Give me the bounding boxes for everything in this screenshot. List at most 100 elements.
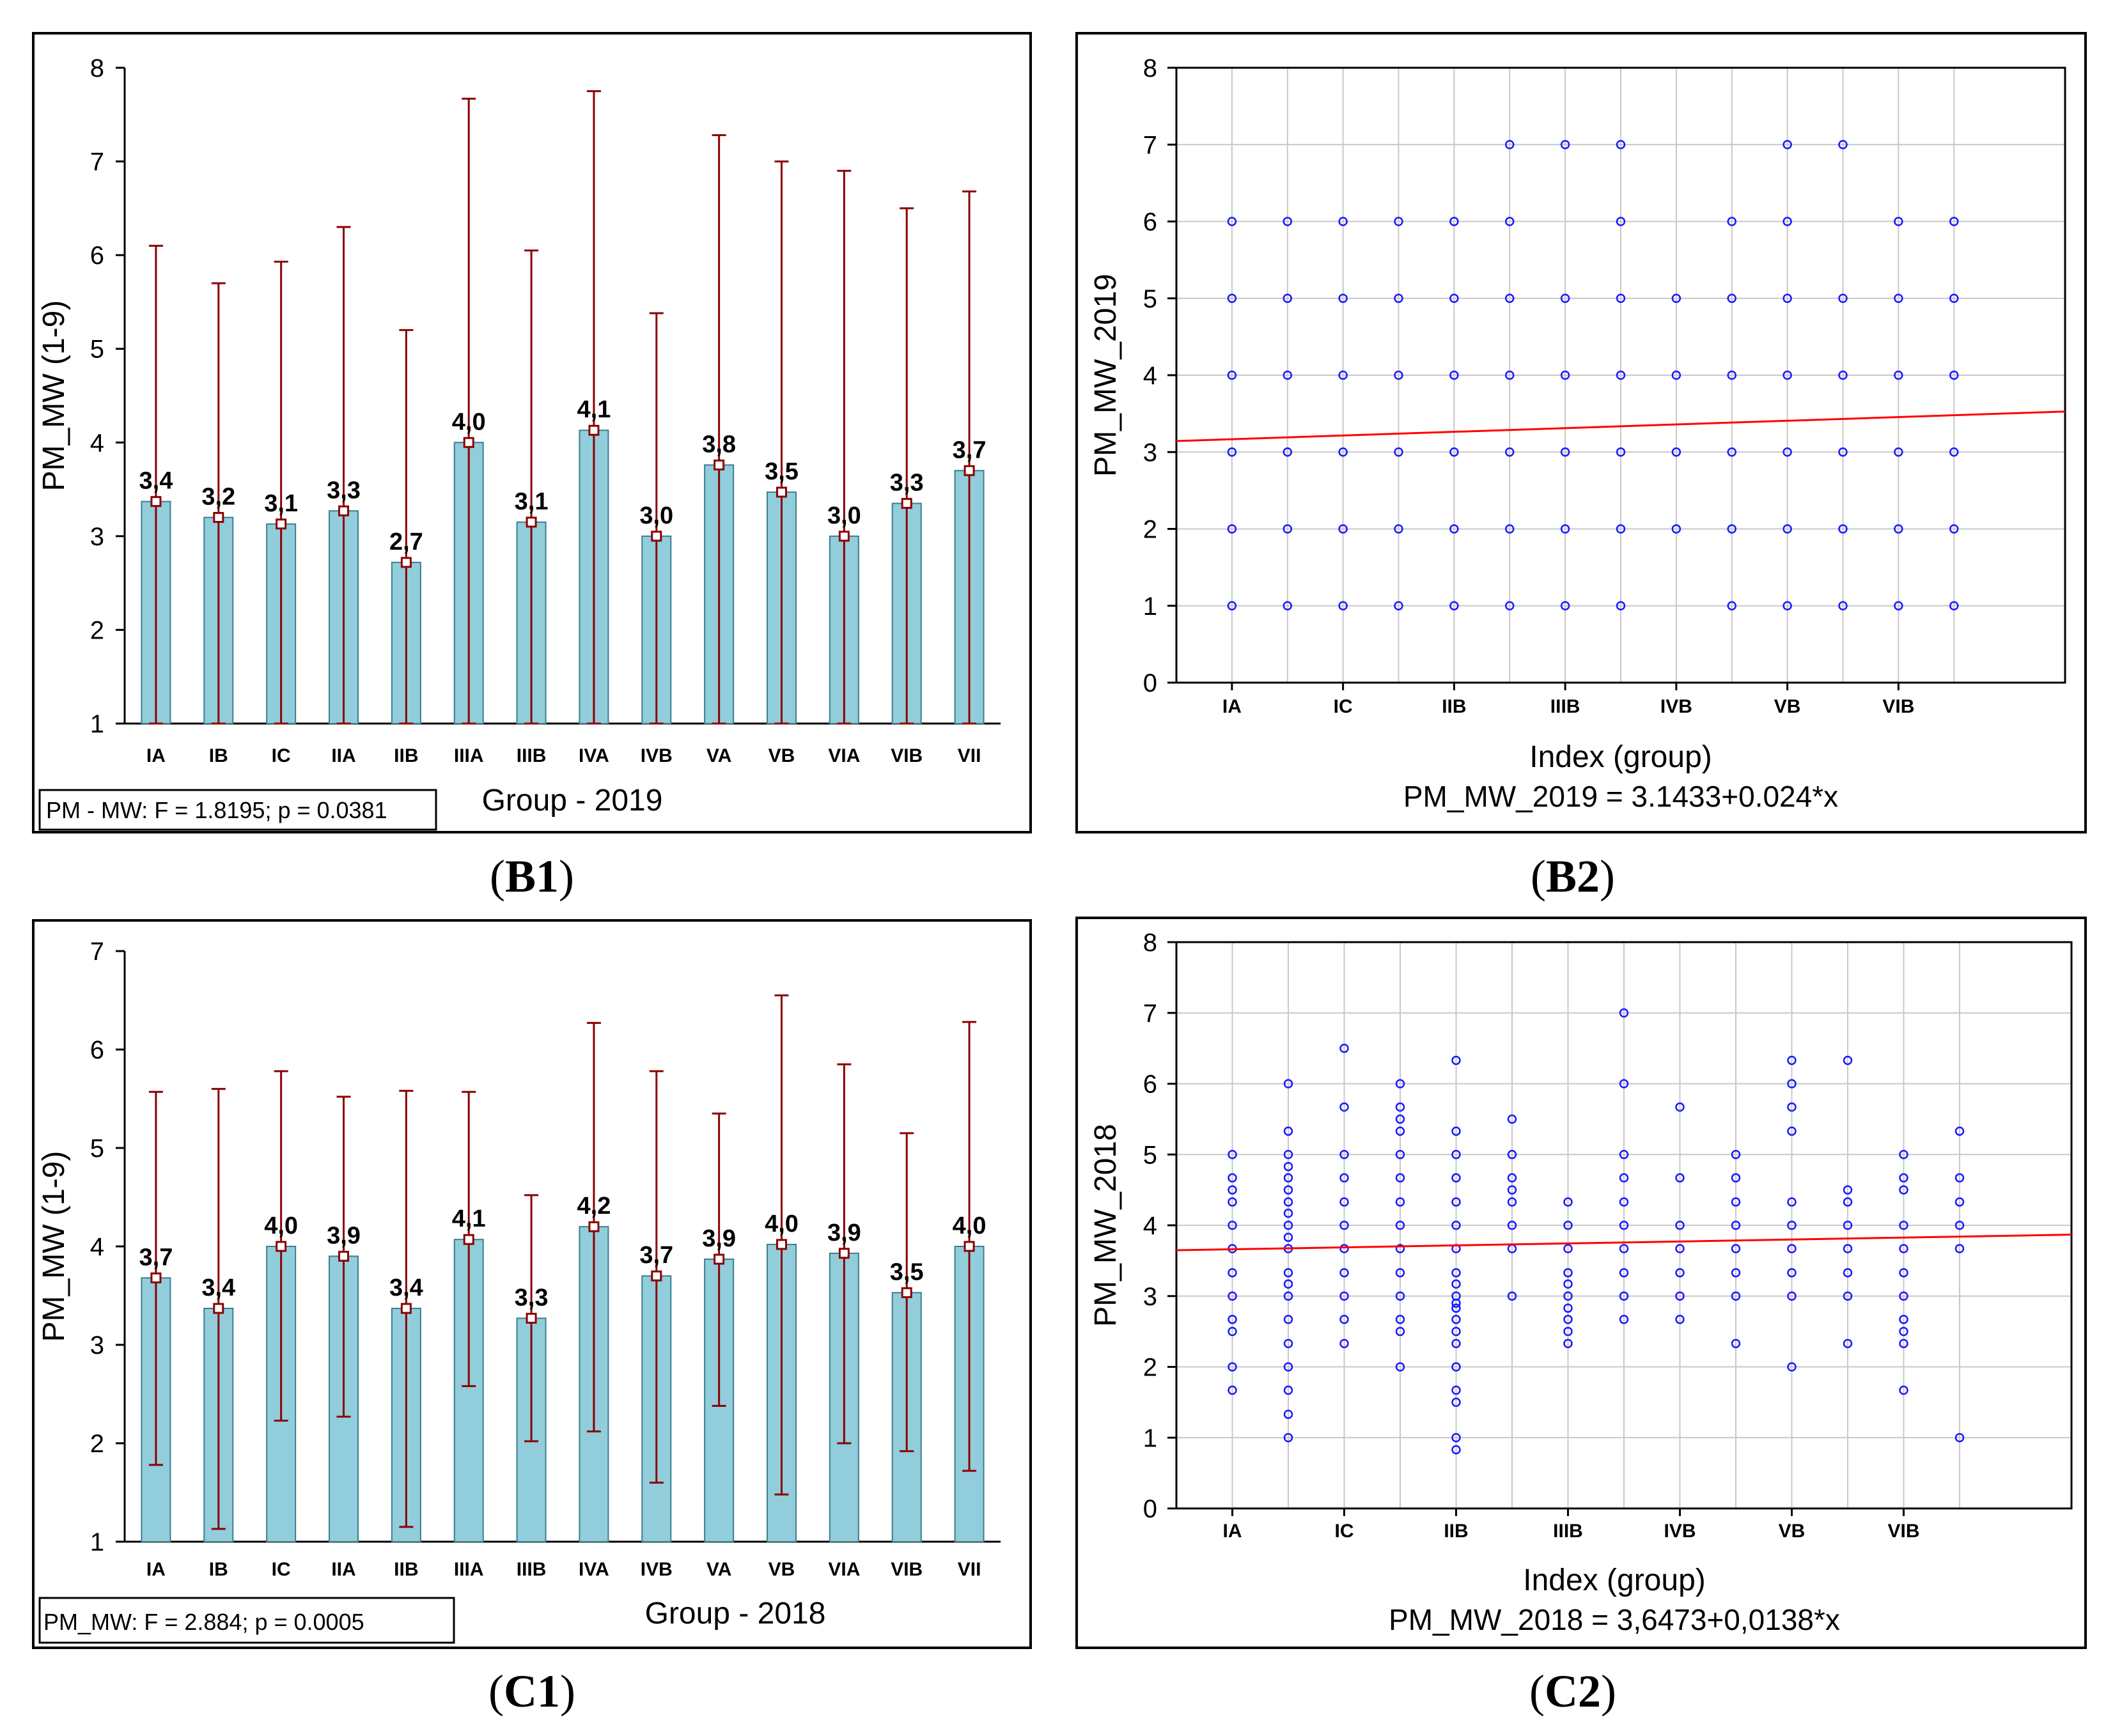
regression-line bbox=[1176, 410, 2066, 442]
x-tick-label: VB bbox=[768, 1559, 795, 1580]
data-point bbox=[1228, 1220, 1237, 1230]
data-point bbox=[1339, 1043, 1349, 1053]
data-point bbox=[1451, 1173, 1461, 1183]
stats-text: PM_MW: F = 2.884; p = 0.0005 bbox=[43, 1609, 364, 1635]
data-point bbox=[1449, 447, 1459, 457]
y-tick-label: 1 bbox=[1143, 1424, 1157, 1452]
data-point bbox=[1563, 1326, 1573, 1337]
y-tick-label: 1 bbox=[1143, 593, 1157, 621]
data-point bbox=[1507, 1291, 1517, 1301]
data-point bbox=[1451, 1220, 1461, 1230]
x-tick-label: IIIA bbox=[454, 1559, 484, 1580]
data-point bbox=[1227, 293, 1237, 303]
y-tick-label: 8 bbox=[90, 54, 104, 82]
x-tick-label: VIB bbox=[891, 745, 923, 766]
data-point bbox=[1616, 447, 1626, 457]
data-point bbox=[1283, 1197, 1293, 1207]
x-tick-label: IVA bbox=[579, 745, 609, 766]
data-point bbox=[1339, 1244, 1349, 1253]
data-point bbox=[1782, 217, 1792, 226]
x-tick-label: VIA bbox=[828, 1559, 860, 1580]
y-tick-label: 7 bbox=[90, 938, 104, 966]
data-point bbox=[1671, 447, 1681, 457]
data-point bbox=[1395, 1197, 1405, 1207]
data-point bbox=[1838, 601, 1848, 610]
data-point bbox=[1899, 1244, 1908, 1253]
x-tick-label: VIB bbox=[1882, 696, 1914, 717]
y-tick-label: 3 bbox=[1143, 1283, 1157, 1311]
mean-marker bbox=[526, 516, 537, 528]
data-point bbox=[1782, 140, 1792, 150]
data-point bbox=[1782, 601, 1792, 610]
data-point bbox=[1954, 1126, 1965, 1136]
data-point bbox=[1339, 1220, 1349, 1230]
data-point bbox=[1283, 1232, 1293, 1243]
data-point bbox=[1338, 217, 1348, 226]
data-point bbox=[1283, 1150, 1293, 1159]
y-axis-label: PM_MW (1-9) bbox=[37, 300, 71, 492]
data-point bbox=[1283, 524, 1292, 534]
data-point bbox=[1563, 1303, 1573, 1313]
data-point bbox=[1339, 1338, 1349, 1349]
data-point bbox=[1675, 1315, 1685, 1324]
data-point bbox=[1451, 1126, 1461, 1136]
data-point bbox=[1395, 1102, 1405, 1112]
data-label: 3,0 bbox=[639, 502, 673, 529]
y-tick-label: 4 bbox=[90, 429, 104, 457]
data-point bbox=[1283, 1185, 1293, 1195]
data-point bbox=[1339, 1291, 1349, 1301]
data-point bbox=[1395, 1326, 1405, 1337]
data-point bbox=[1339, 1150, 1349, 1159]
data-point bbox=[1451, 1303, 1461, 1313]
data-point bbox=[1619, 1315, 1629, 1324]
data-point bbox=[1451, 1055, 1461, 1066]
data-point bbox=[1395, 1173, 1405, 1183]
data-point bbox=[1338, 370, 1348, 380]
mean-marker bbox=[901, 1287, 912, 1298]
data-point bbox=[1894, 370, 1903, 380]
x-axis-label: Group - 2019 bbox=[482, 784, 663, 818]
data-point bbox=[1227, 370, 1237, 380]
data-point bbox=[1451, 1397, 1461, 1407]
data-label: 4,0 bbox=[264, 1213, 298, 1239]
x-tick-label: VIB bbox=[1887, 1521, 1919, 1542]
data-point bbox=[1228, 1385, 1237, 1395]
data-point bbox=[1843, 1055, 1853, 1066]
data-point bbox=[1505, 140, 1515, 150]
x-tick-label: VB bbox=[1779, 1521, 1806, 1542]
y-tick-label: 3 bbox=[90, 1331, 104, 1360]
data-point bbox=[1619, 1197, 1629, 1207]
data-point bbox=[1949, 524, 1959, 534]
data-point bbox=[1451, 1279, 1461, 1289]
data-point bbox=[1339, 1315, 1349, 1324]
mean-marker bbox=[838, 1248, 850, 1259]
data-point bbox=[1675, 1102, 1685, 1112]
data-label: 3,4 bbox=[139, 468, 173, 495]
data-point bbox=[1563, 1244, 1573, 1253]
regression-line bbox=[1176, 1234, 2072, 1252]
data-point bbox=[1949, 601, 1959, 610]
data-point bbox=[1954, 1244, 1965, 1253]
y-tick-label: 2 bbox=[1143, 516, 1157, 544]
x-tick-label: IIB bbox=[1442, 696, 1466, 717]
data-point bbox=[1731, 1173, 1741, 1183]
data-point bbox=[1451, 1291, 1461, 1301]
y-axis-label: PM_MW_2018 bbox=[1089, 1124, 1123, 1326]
mean-marker bbox=[963, 465, 975, 476]
data-point bbox=[1338, 293, 1348, 303]
x-tick-label: IIB bbox=[394, 745, 418, 766]
x-tick-label: IC bbox=[272, 1559, 291, 1580]
data-point bbox=[1619, 1220, 1629, 1230]
mean-marker bbox=[526, 1312, 537, 1324]
data-point bbox=[1283, 1267, 1293, 1278]
panel-c1: 1 2 3 4 5 6 7 3,7 IA 3,4 IB 4,0 IC 3,9 IIA 3,4 IIB 4,1 III… bbox=[32, 919, 1032, 1649]
mean-marker bbox=[150, 496, 162, 508]
data-point bbox=[1616, 524, 1626, 534]
x-tick-label: VII bbox=[958, 745, 981, 766]
data-point bbox=[1899, 1220, 1908, 1230]
x-tick-label: IIA bbox=[331, 1559, 355, 1580]
data-point bbox=[1283, 601, 1292, 610]
data-point bbox=[1563, 1291, 1573, 1301]
y-tick-label: 7 bbox=[90, 148, 104, 176]
x-tick-label: IIIB bbox=[517, 1559, 547, 1580]
